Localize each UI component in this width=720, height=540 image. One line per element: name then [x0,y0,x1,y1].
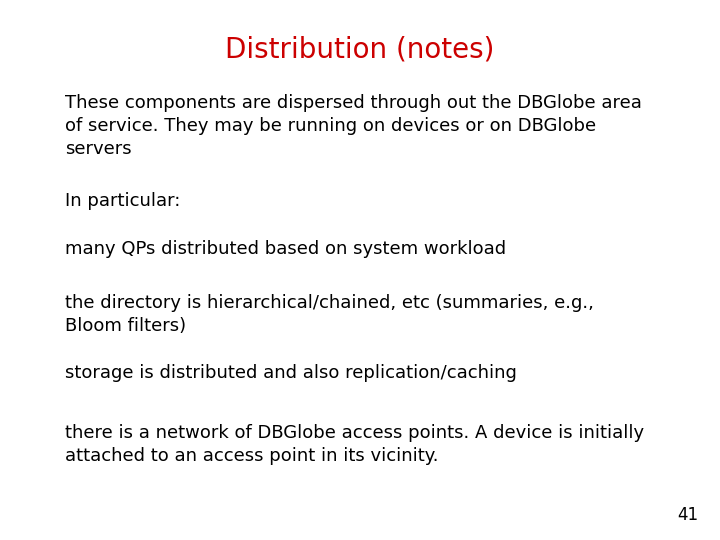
Text: storage is distributed and also replication/caching: storage is distributed and also replicat… [65,364,517,382]
Text: 41: 41 [678,506,698,524]
Text: These components are dispersed through out the DBGlobe area
of service. They may: These components are dispersed through o… [65,94,642,158]
Text: many QPs distributed based on system workload: many QPs distributed based on system wor… [65,240,506,258]
Text: Distribution (notes): Distribution (notes) [225,35,495,63]
Text: the directory is hierarchical/chained, etc (summaries, e.g.,
Bloom filters): the directory is hierarchical/chained, e… [65,294,594,335]
Text: there is a network of DBGlobe access points. A device is initially
attached to a: there is a network of DBGlobe access poi… [65,424,644,465]
Text: In particular:: In particular: [65,192,180,210]
